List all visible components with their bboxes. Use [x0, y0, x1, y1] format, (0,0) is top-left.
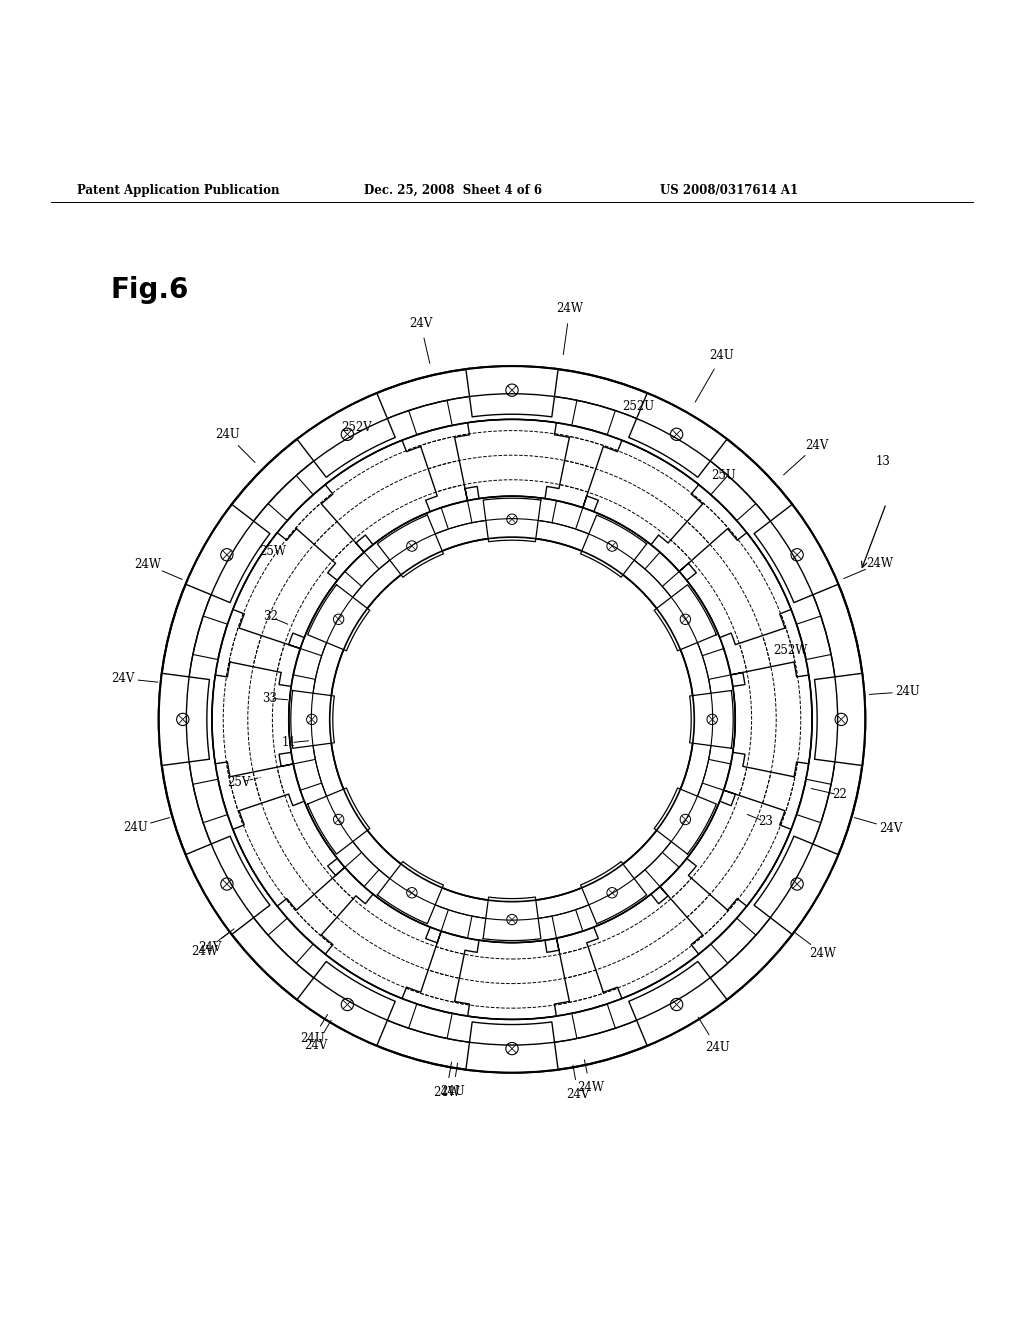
- Polygon shape: [185, 504, 270, 603]
- Text: 24U: 24U: [710, 350, 734, 362]
- Polygon shape: [483, 898, 541, 941]
- Polygon shape: [736, 504, 821, 624]
- Polygon shape: [709, 675, 735, 764]
- Polygon shape: [212, 663, 293, 776]
- Polygon shape: [607, 944, 728, 1028]
- Polygon shape: [663, 783, 724, 867]
- Polygon shape: [322, 894, 441, 998]
- Polygon shape: [455, 939, 569, 1019]
- Text: 24V: 24V: [409, 317, 432, 330]
- Text: 24U: 24U: [440, 1085, 466, 1098]
- Polygon shape: [300, 572, 361, 656]
- Polygon shape: [203, 504, 288, 624]
- Polygon shape: [322, 441, 437, 552]
- Text: 24W: 24W: [866, 557, 893, 570]
- Polygon shape: [663, 572, 724, 656]
- Text: 25V: 25V: [227, 776, 250, 789]
- Polygon shape: [468, 916, 556, 942]
- Text: 24U: 24U: [705, 1041, 729, 1055]
- Polygon shape: [307, 788, 370, 854]
- Polygon shape: [731, 663, 812, 776]
- Text: 24W: 24W: [809, 946, 837, 960]
- Polygon shape: [203, 814, 288, 935]
- Text: 32: 32: [263, 610, 279, 623]
- Polygon shape: [687, 791, 792, 909]
- Polygon shape: [581, 515, 646, 577]
- Text: 24V: 24V: [805, 438, 828, 451]
- Text: 24V: 24V: [566, 1088, 590, 1101]
- Text: 23: 23: [758, 816, 773, 829]
- Polygon shape: [607, 411, 728, 495]
- Polygon shape: [629, 961, 727, 1045]
- Text: 24U: 24U: [124, 821, 148, 834]
- Polygon shape: [654, 585, 717, 651]
- Polygon shape: [455, 420, 569, 500]
- Polygon shape: [575, 508, 659, 569]
- Polygon shape: [679, 529, 792, 644]
- Polygon shape: [654, 788, 717, 854]
- Text: 252W: 252W: [773, 644, 807, 656]
- Polygon shape: [232, 795, 345, 909]
- Text: 11: 11: [282, 737, 296, 750]
- Text: 24V: 24V: [880, 821, 902, 834]
- Polygon shape: [466, 366, 558, 417]
- Polygon shape: [291, 690, 334, 748]
- Polygon shape: [186, 655, 218, 784]
- Polygon shape: [365, 870, 449, 931]
- Text: 24V: 24V: [304, 1039, 328, 1052]
- Polygon shape: [378, 515, 443, 577]
- Text: 24U: 24U: [300, 1032, 325, 1045]
- Polygon shape: [466, 1022, 558, 1073]
- Text: 33: 33: [262, 692, 276, 705]
- Polygon shape: [378, 862, 443, 924]
- Polygon shape: [297, 961, 395, 1045]
- Polygon shape: [690, 690, 733, 748]
- Polygon shape: [575, 870, 659, 931]
- Text: 252V: 252V: [341, 421, 372, 434]
- Text: 24W: 24W: [556, 302, 584, 315]
- Text: 24U: 24U: [895, 685, 920, 698]
- Text: 24W: 24W: [433, 1086, 460, 1100]
- Polygon shape: [736, 814, 821, 935]
- Polygon shape: [159, 673, 210, 766]
- Text: 24W: 24W: [191, 945, 218, 957]
- Polygon shape: [629, 393, 727, 478]
- Text: 25U: 25U: [712, 470, 736, 482]
- Polygon shape: [806, 655, 838, 784]
- Polygon shape: [296, 411, 417, 495]
- Text: 13: 13: [876, 455, 891, 469]
- Polygon shape: [447, 393, 577, 425]
- Text: 24W: 24W: [577, 1081, 604, 1094]
- Text: Patent Application Publication: Patent Application Publication: [77, 183, 280, 197]
- Text: 25W: 25W: [259, 545, 287, 558]
- Polygon shape: [296, 944, 417, 1028]
- Text: Dec. 25, 2008  Sheet 4 of 6: Dec. 25, 2008 Sheet 4 of 6: [364, 183, 542, 197]
- Polygon shape: [297, 393, 395, 478]
- Polygon shape: [583, 441, 702, 545]
- Polygon shape: [365, 508, 449, 569]
- Polygon shape: [307, 585, 370, 651]
- Text: Fig.6: Fig.6: [111, 276, 189, 304]
- Polygon shape: [185, 836, 270, 935]
- Text: 24U: 24U: [215, 428, 240, 441]
- Polygon shape: [483, 498, 541, 541]
- Polygon shape: [300, 783, 361, 867]
- Polygon shape: [447, 1014, 577, 1045]
- Text: 24V: 24V: [198, 941, 221, 954]
- Text: 252U: 252U: [623, 400, 654, 413]
- Polygon shape: [814, 673, 865, 766]
- Text: 22: 22: [831, 788, 847, 801]
- Text: US 2008/0317614 A1: US 2008/0317614 A1: [660, 183, 799, 197]
- Polygon shape: [289, 675, 315, 764]
- Polygon shape: [232, 529, 337, 648]
- Polygon shape: [468, 496, 556, 523]
- Text: 24W: 24W: [135, 558, 162, 572]
- Polygon shape: [754, 504, 839, 603]
- Polygon shape: [587, 887, 702, 998]
- Polygon shape: [581, 862, 646, 924]
- Polygon shape: [754, 836, 839, 935]
- Text: 24V: 24V: [112, 672, 135, 685]
